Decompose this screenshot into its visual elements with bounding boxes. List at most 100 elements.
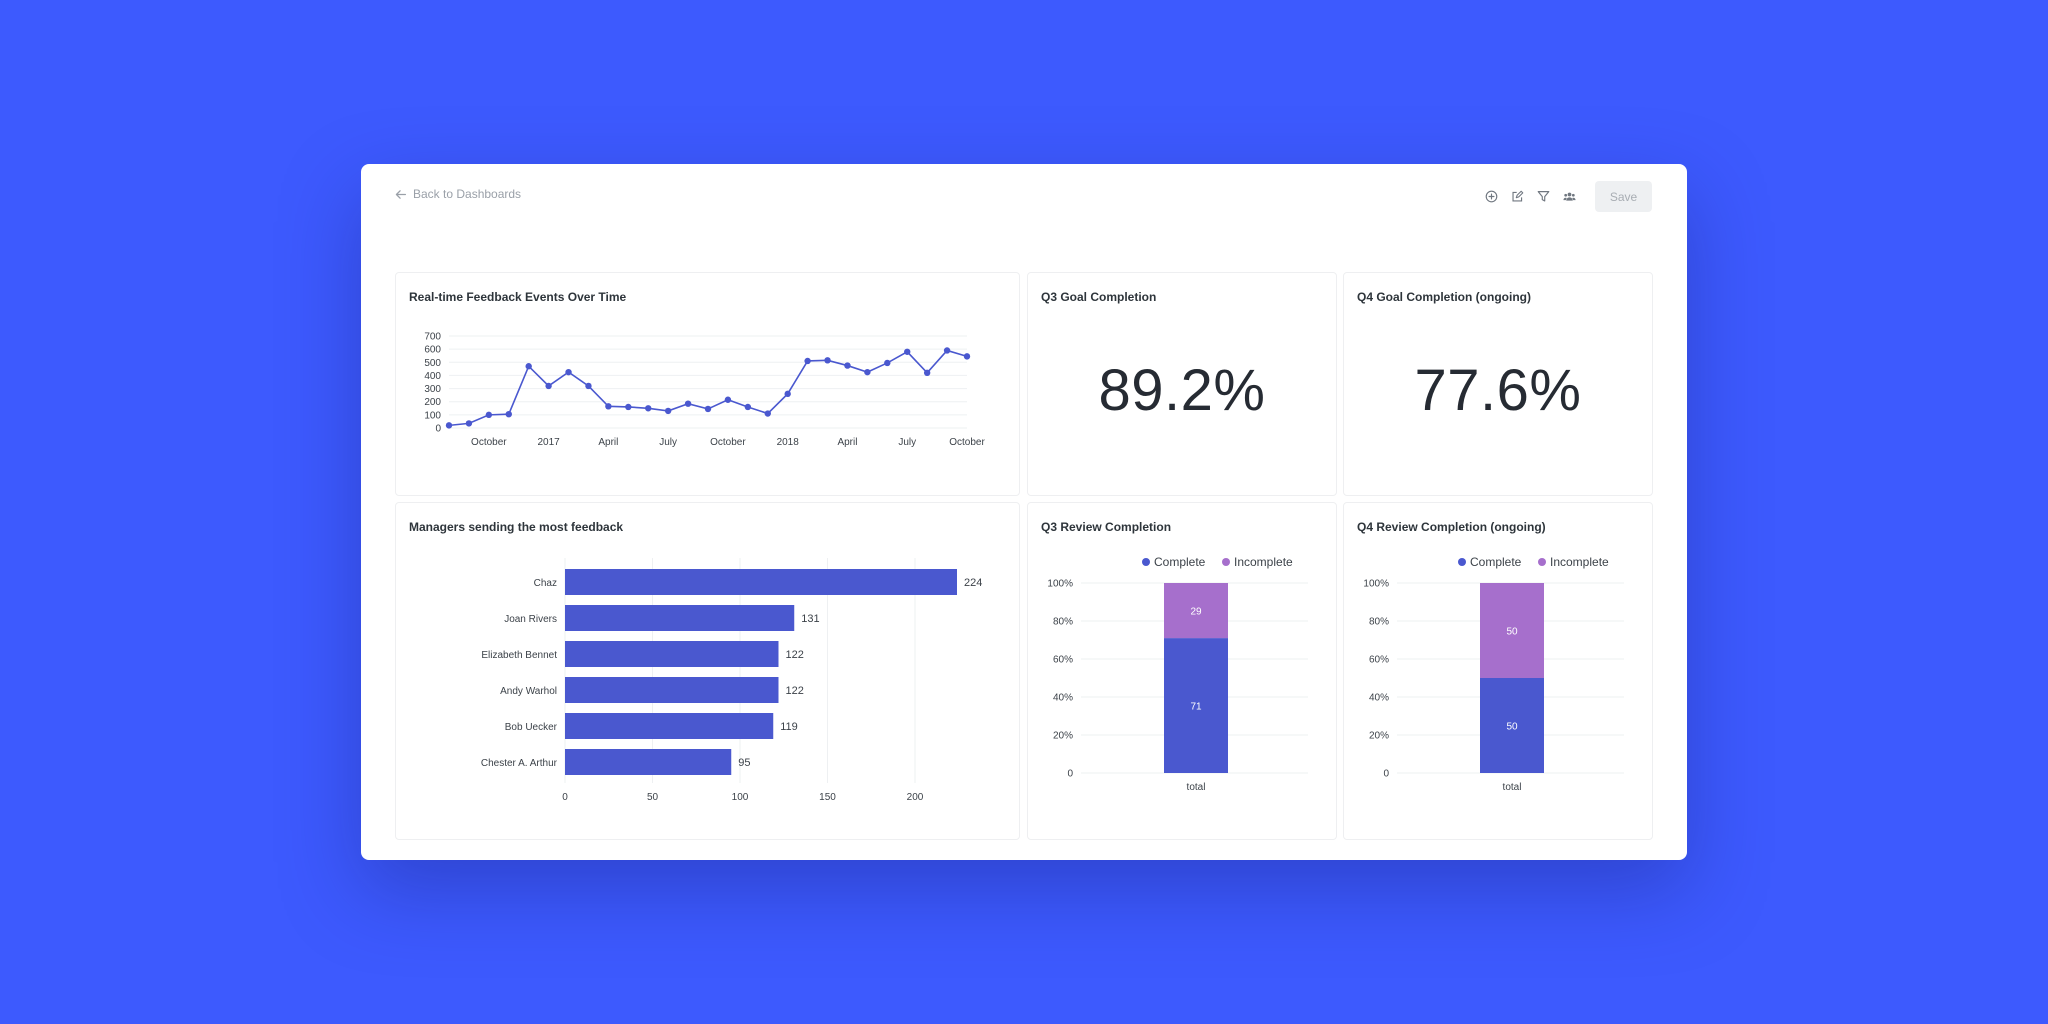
- plus-circle-icon: [1485, 190, 1498, 203]
- data-point: [565, 368, 572, 376]
- legend-swatch: [1142, 558, 1150, 566]
- y-tick-label: 100%: [1047, 579, 1073, 590]
- data-label: 122: [786, 685, 804, 697]
- card-feedback-events[interactable]: Real-time Feedback Events Over Time 0 100…: [395, 272, 1020, 496]
- data-point: [545, 382, 552, 390]
- x-tick-label: 50: [647, 792, 659, 803]
- y-tick-label: 20%: [1369, 731, 1389, 742]
- x-tick-label: October: [710, 437, 746, 448]
- category-label: Chaz: [534, 578, 557, 589]
- x-tick-label: October: [471, 437, 507, 448]
- x-tick-label: April: [598, 437, 618, 448]
- data-point: [963, 353, 971, 360]
- data-point: [664, 407, 672, 415]
- x-tick-label: 150: [819, 792, 836, 803]
- card-title: Q3 Review Completion: [1041, 520, 1172, 534]
- y-tick-label: 300: [424, 384, 441, 395]
- x-tick-label: total: [1187, 782, 1206, 793]
- filter-icon: [1537, 191, 1550, 202]
- bar-segment: [1480, 583, 1544, 678]
- y-tick-label: 60%: [1369, 655, 1389, 666]
- users-icon: [1563, 192, 1576, 201]
- data-point: [684, 400, 692, 407]
- category-label: Andy Warhol: [500, 686, 557, 697]
- bar-segment: [1164, 583, 1228, 639]
- card-q4-goal[interactable]: Q4 Goal Completion (ongoing) 77.6%: [1343, 272, 1653, 496]
- data-label: 122: [786, 649, 804, 661]
- bar: [565, 641, 779, 667]
- back-to-dashboards-link[interactable]: Back to Dashboards: [394, 187, 521, 201]
- data-point: [704, 405, 712, 413]
- category-label: Chester A. Arthur: [481, 758, 558, 769]
- y-tick-label: 40%: [1053, 693, 1073, 704]
- save-button[interactable]: Save: [1595, 181, 1652, 212]
- data-label: 50: [1506, 627, 1518, 638]
- edit-button[interactable]: [1511, 190, 1524, 203]
- toolbar: Save: [1485, 181, 1652, 212]
- data-point: [724, 396, 732, 403]
- legend-label: Incomplete: [1550, 555, 1609, 569]
- legend-swatch: [1222, 558, 1230, 566]
- data-point: [923, 369, 931, 376]
- x-tick-label: July: [898, 437, 916, 448]
- y-tick-label: 20%: [1053, 731, 1073, 742]
- filter-button[interactable]: [1537, 190, 1550, 203]
- data-label: 131: [801, 613, 819, 625]
- x-tick-label: 2017: [537, 437, 560, 448]
- data-point: [465, 420, 473, 427]
- x-tick-label: 100: [732, 792, 749, 803]
- data-point: [445, 422, 453, 429]
- data-point: [505, 411, 512, 418]
- y-tick-label: 80%: [1369, 617, 1389, 628]
- data-point: [824, 357, 831, 364]
- bar-segment: [1480, 678, 1544, 773]
- legend-swatch: [1458, 558, 1466, 566]
- x-tick-label: July: [659, 437, 677, 448]
- legend-label: Complete: [1470, 555, 1522, 569]
- y-tick-label: 100%: [1363, 579, 1389, 590]
- x-tick-label: 200: [907, 792, 924, 803]
- sharing-button[interactable]: [1563, 190, 1576, 203]
- card-title: Real-time Feedback Events Over Time: [409, 290, 627, 304]
- y-tick-label: 40%: [1369, 693, 1389, 704]
- data-point: [764, 410, 771, 417]
- category-label: Joan Rivers: [504, 614, 557, 625]
- bar-segment: [1164, 638, 1228, 773]
- back-label: Back to Dashboards: [413, 187, 522, 201]
- category-label: Bob Uecker: [505, 722, 558, 733]
- data-point: [884, 359, 891, 367]
- add-card-button[interactable]: [1485, 190, 1498, 203]
- data-label: 224: [964, 577, 982, 589]
- data-point: [585, 382, 592, 390]
- legend-swatch: [1538, 558, 1546, 566]
- x-tick-label: April: [837, 437, 857, 448]
- x-tick-label: 2018: [777, 437, 800, 448]
- card-q3-goal[interactable]: Q3 Goal Completion 89.2%: [1027, 272, 1337, 496]
- stacked-bar-chart: 0 20% 40% 60% 80% 100% Complete Incomplete 71 29 t…: [1047, 555, 1308, 793]
- x-tick-label: total: [1503, 782, 1522, 793]
- card-q3-review[interactable]: Q3 Review Completion 0 20% 40% 60% 80% 100% Co…: [1027, 502, 1337, 840]
- y-tick-label: 0: [435, 424, 441, 435]
- stacked-bar-chart: 0 20% 40% 60% 80% 100% Complete Incomplete 50 50 t…: [1363, 555, 1624, 793]
- y-tick-label: 600: [424, 345, 441, 356]
- data-point: [744, 403, 752, 411]
- card-title: Q4 Review Completion (ongoing): [1357, 520, 1546, 534]
- data-label: 71: [1190, 702, 1202, 713]
- y-tick-label: 60%: [1053, 655, 1073, 666]
- data-point: [844, 362, 851, 369]
- card-title: Q3 Goal Completion: [1041, 290, 1157, 304]
- scalar-value: 89.2%: [1098, 358, 1266, 423]
- data-label: 50: [1506, 722, 1518, 733]
- data-point: [485, 411, 493, 419]
- y-tick-label: 700: [424, 332, 441, 343]
- bar: [565, 605, 795, 631]
- card-managers[interactable]: Managers sending the most feedback 0 50 10…: [395, 502, 1020, 840]
- y-tick-label: 500: [424, 358, 441, 369]
- card-q4-review[interactable]: Q4 Review Completion (ongoing) 0 20% 40% 60…: [1343, 502, 1653, 840]
- y-tick-label: 0: [1383, 769, 1389, 780]
- x-tick-label: 0: [562, 792, 568, 803]
- data-point: [525, 363, 532, 370]
- edit-icon: [1512, 190, 1524, 202]
- x-tick-label: October: [949, 437, 985, 448]
- legend-label: Incomplete: [1234, 555, 1293, 569]
